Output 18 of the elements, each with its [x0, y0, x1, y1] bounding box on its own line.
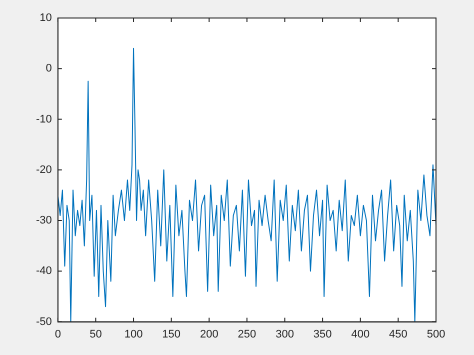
x-tick-label: 150: [162, 328, 181, 340]
x-tick-label: 350: [313, 328, 332, 340]
y-tick-label: 10: [40, 12, 52, 24]
x-tick-label: 50: [90, 328, 102, 340]
x-tick-label: 300: [276, 328, 294, 340]
x-tick-label: 500: [426, 328, 446, 340]
y-tick-label: -30: [36, 214, 52, 227]
x-tick-label: 200: [200, 328, 218, 340]
y-tick-label: -50: [36, 316, 52, 328]
y-tick-label: 0: [46, 62, 52, 75]
x-tick-label: 400: [351, 328, 370, 340]
x-tick-label: 0: [54, 328, 61, 340]
y-tick-label: -20: [36, 164, 52, 176]
y-tick-label: -10: [36, 113, 52, 126]
x-tick-label: 450: [389, 328, 408, 340]
x-tick-label: 250: [238, 328, 256, 340]
y-tick-label: -40: [36, 265, 52, 278]
x-tick-label: 100: [124, 328, 143, 340]
